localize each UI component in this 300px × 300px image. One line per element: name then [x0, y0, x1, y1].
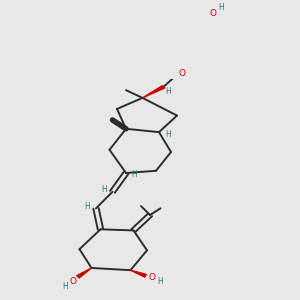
Polygon shape [130, 270, 146, 277]
Text: H: H [218, 3, 224, 12]
Text: O: O [209, 9, 217, 18]
Text: O: O [149, 273, 156, 282]
Text: H: H [62, 282, 68, 291]
Text: O: O [69, 277, 76, 286]
Text: H: H [101, 185, 107, 194]
Text: H: H [131, 169, 137, 178]
Text: H: H [157, 277, 163, 286]
Polygon shape [77, 268, 92, 278]
Polygon shape [142, 86, 165, 98]
Text: H: H [166, 130, 172, 139]
Text: H: H [165, 87, 171, 96]
Text: H: H [85, 202, 91, 211]
Text: O: O [179, 69, 186, 78]
